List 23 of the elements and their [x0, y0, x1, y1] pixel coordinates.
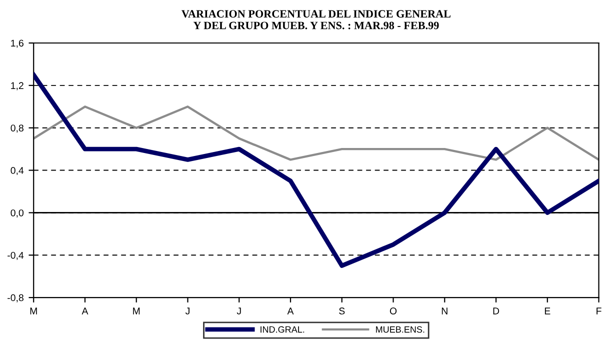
x-tick-label: E	[544, 308, 550, 314]
x-tick-label: F	[596, 308, 602, 314]
x-tick-label: A	[287, 308, 294, 314]
y-tick-label: 0,8	[10, 124, 24, 133]
y-tick-label: 1,6	[11, 40, 24, 48]
y-tick-label: -0,4	[8, 252, 24, 260]
x-tick-label: N	[442, 308, 448, 314]
x-tick-label: A	[82, 308, 88, 314]
x-tick-label: O	[390, 308, 397, 314]
y-tick-label: 0,4	[10, 167, 24, 176]
x-tick-label: J	[185, 308, 190, 314]
x-tick-label: J	[236, 308, 241, 314]
x-tick-label: M	[30, 308, 37, 314]
line-series	[34, 106, 599, 161]
legend-label: IND.GRAL.	[260, 326, 304, 333]
x-tick-label: S	[339, 308, 345, 314]
x-tick-label: M	[133, 308, 140, 314]
legend-label: MUEB.ENS.	[376, 326, 424, 333]
y-tick-label: -0,8	[8, 294, 24, 302]
x-tick-label: D	[493, 308, 500, 314]
y-tick-label: 0,0	[10, 209, 24, 218]
y-tick-label: 1,2	[11, 82, 24, 90]
chart-title: VARIACION PORCENTUAL DEL INDICE GENERAL Y DEL GRUPO MUEB. Y ENS. : MAR.98 - FEB.99	[182, 10, 451, 30]
